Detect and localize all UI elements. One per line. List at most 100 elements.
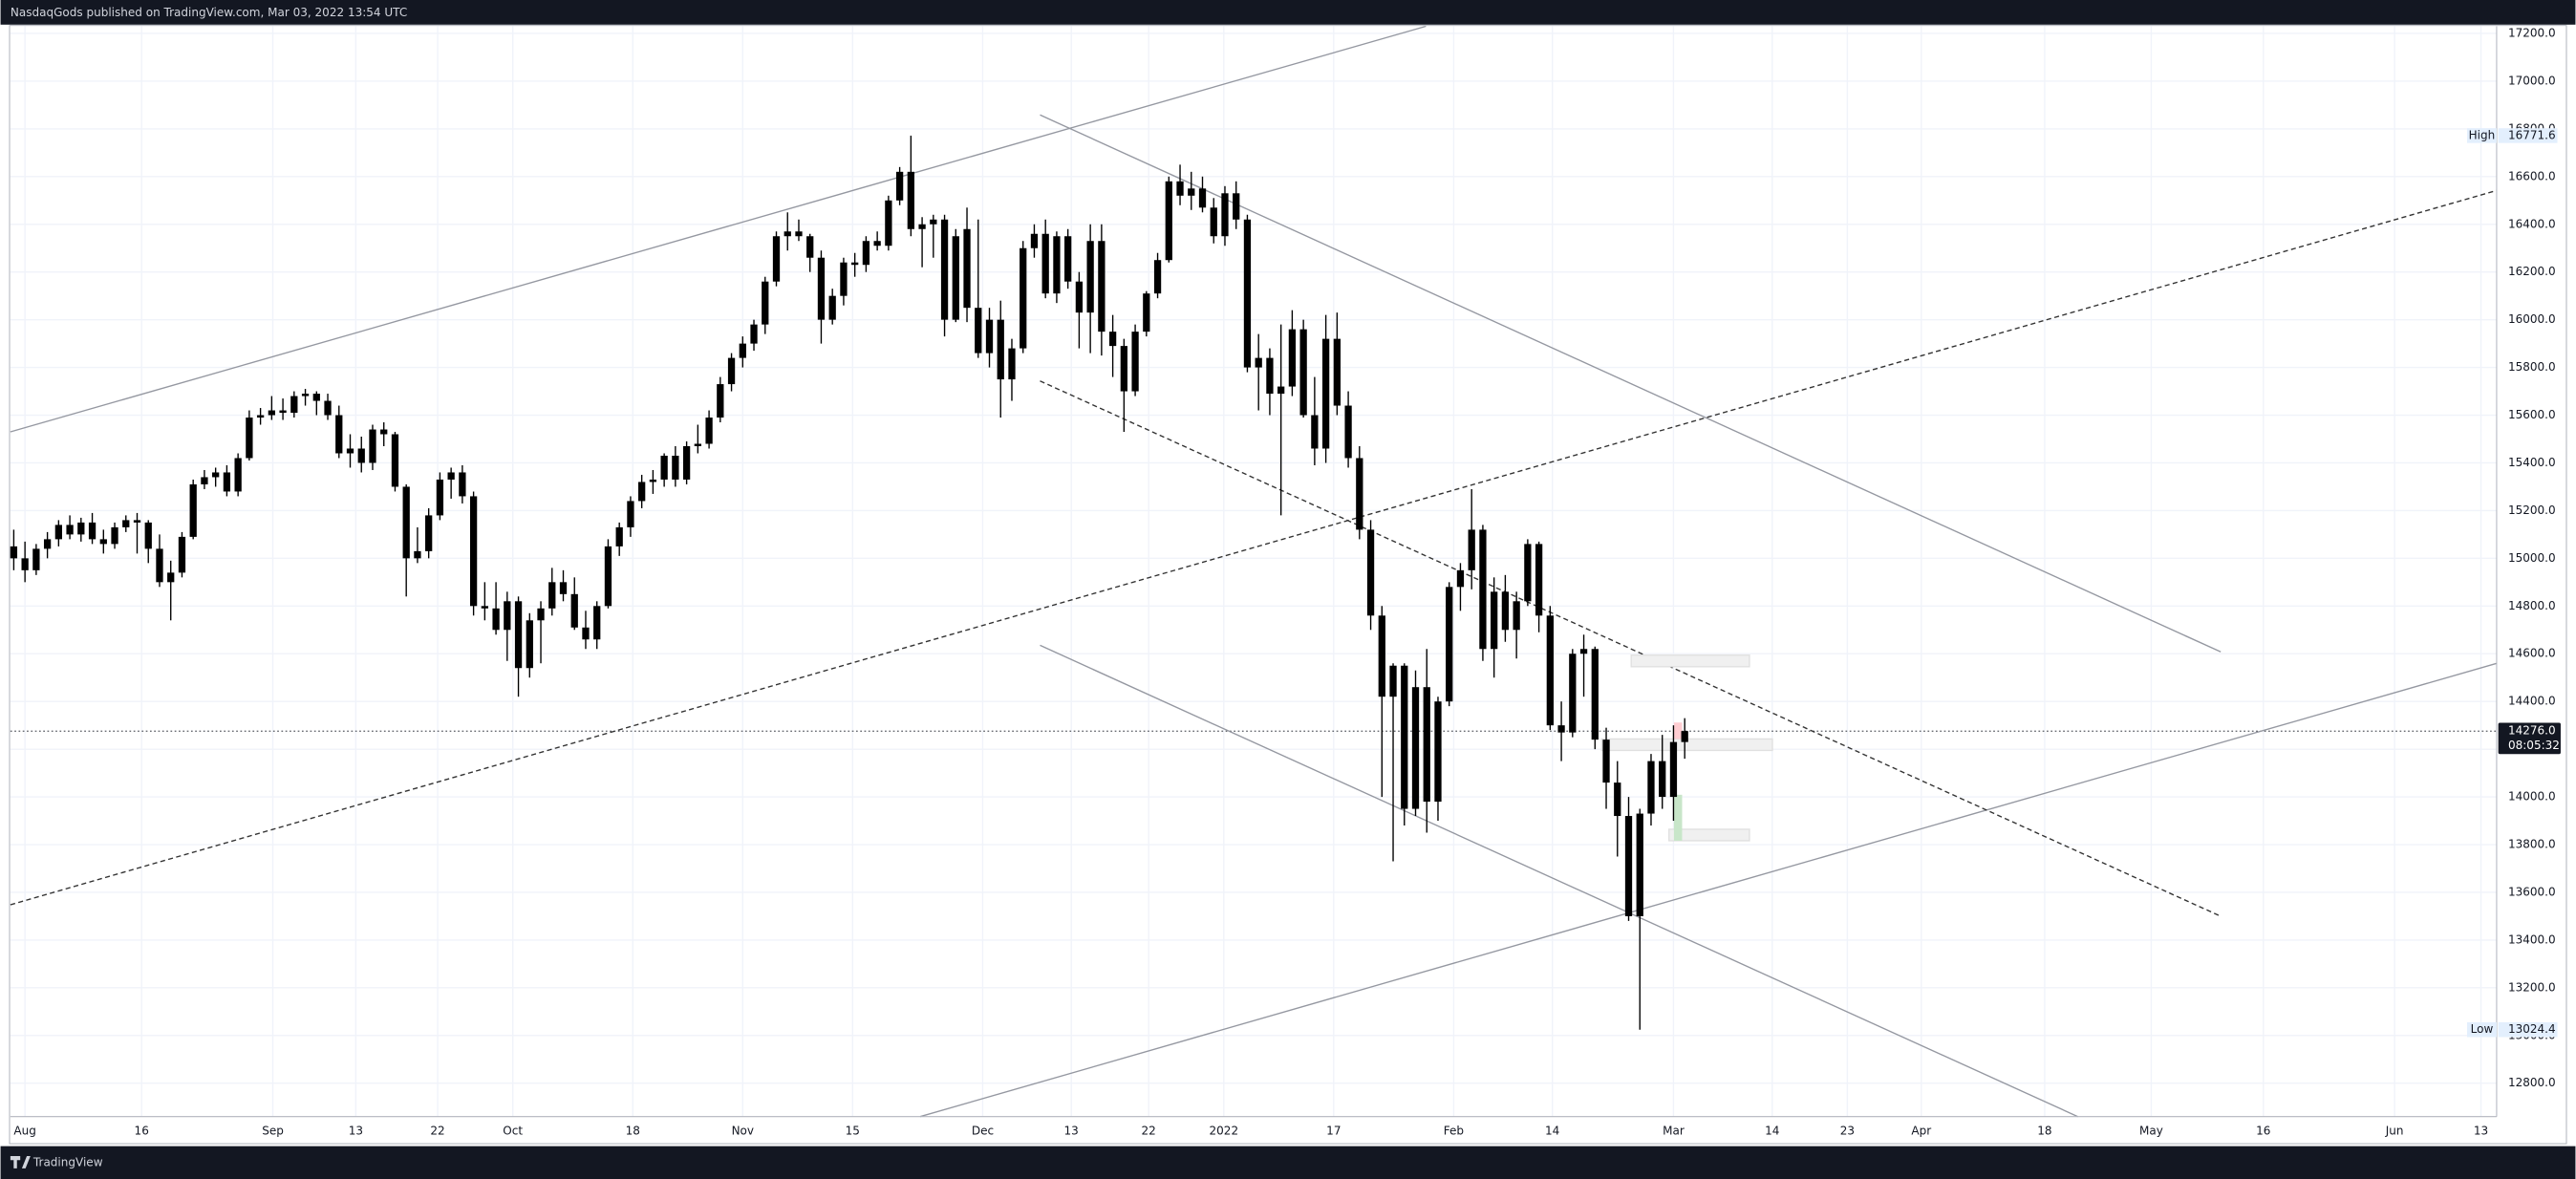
drawings <box>10 25 2498 1118</box>
candle-body <box>537 608 545 621</box>
candle-body <box>593 606 601 640</box>
y-tick-label: 15200.0 <box>2508 504 2556 517</box>
candle-body <box>1378 615 1385 697</box>
candle-body <box>1524 544 1532 602</box>
candle-body <box>1255 357 1262 368</box>
candle-body <box>369 429 376 463</box>
candle-body <box>1479 529 1487 650</box>
x-tick-label: 18 <box>626 1125 640 1138</box>
axes: 12800.013000.013200.013400.013600.013800… <box>9 25 2567 1145</box>
candle-body <box>559 582 568 594</box>
candle-body <box>178 536 186 573</box>
x-tick-label: Nov <box>732 1125 754 1138</box>
candle-body <box>739 343 746 358</box>
header-bg <box>0 0 2576 25</box>
candle-body <box>189 483 197 537</box>
candle-body <box>762 281 769 325</box>
candle-body <box>873 241 881 247</box>
y-tick-label: 14400.0 <box>2508 695 2556 708</box>
candle-body <box>952 236 959 320</box>
candle-body <box>111 526 118 545</box>
candle-body <box>582 627 590 640</box>
candle-body <box>851 262 859 266</box>
candle-body <box>963 228 971 309</box>
candle-body <box>43 539 52 549</box>
candle-body <box>1446 587 1453 702</box>
candle-body <box>1020 247 1027 349</box>
footer-bg <box>0 1146 2576 1179</box>
dashed-trend-line <box>1040 380 2222 917</box>
candle-body <box>1041 233 1049 294</box>
x-tick-label: 17 <box>1326 1125 1341 1138</box>
candle-body <box>10 546 18 559</box>
candle-body <box>1434 701 1442 803</box>
x-tick-label: May <box>2139 1125 2163 1138</box>
x-tick-label: 14 <box>1765 1125 1779 1138</box>
candle-body <box>604 546 612 607</box>
candle-body <box>414 550 421 559</box>
candle-body <box>77 522 85 535</box>
candle-body <box>1233 193 1240 220</box>
y-tick-label: 15000.0 <box>2508 551 2556 565</box>
candle-body <box>1411 687 1420 809</box>
candle-body <box>481 606 488 609</box>
candle-body <box>21 558 29 570</box>
trend-line <box>1040 114 2222 653</box>
y-tick-label: 16600.0 <box>2508 169 2556 182</box>
candle-body <box>1636 813 1643 916</box>
x-tick-label: 18 <box>2037 1125 2051 1138</box>
candle-body <box>1659 761 1666 798</box>
candle-body <box>930 219 937 225</box>
candle-body <box>514 601 523 669</box>
countdown-label: 08:05:32 <box>2508 739 2560 752</box>
x-tick-label: 23 <box>1840 1125 1855 1138</box>
candle-body <box>862 241 870 266</box>
candle-body <box>638 482 646 502</box>
y-tick-label: 15400.0 <box>2508 456 2556 469</box>
candle-body <box>357 448 365 463</box>
candle-body <box>301 394 310 397</box>
candle-body <box>335 415 343 454</box>
x-tick-label: 2022 <box>1210 1125 1239 1138</box>
candle-body <box>133 520 141 523</box>
candle-body <box>1198 188 1207 208</box>
candle-body <box>1086 241 1094 313</box>
candle-body <box>1535 544 1543 616</box>
x-tick-label: Feb <box>1444 1125 1464 1138</box>
candle-body <box>985 319 994 354</box>
candle-body <box>425 515 433 551</box>
frame <box>9 25 2567 1145</box>
candle-body <box>1143 293 1150 332</box>
high-value: 16771.6 <box>2508 128 2556 141</box>
candle-body <box>1030 233 1039 248</box>
candle-body <box>1456 569 1465 588</box>
y-tick-label: 14800.0 <box>2508 599 2556 612</box>
candle-body <box>1321 338 1330 449</box>
candle-body <box>256 415 265 418</box>
candle-body <box>1120 346 1127 392</box>
candle-body <box>750 324 758 344</box>
candle-body <box>1098 241 1106 332</box>
candle-body <box>279 410 287 414</box>
candle-body <box>504 601 511 631</box>
y-tick-label: 14000.0 <box>2508 790 2556 804</box>
x-tick-label: Apr <box>1911 1125 1931 1138</box>
candle-body <box>447 472 455 480</box>
candle-body <box>1401 665 1408 809</box>
candle-body <box>1602 740 1610 783</box>
candle-body <box>940 219 949 320</box>
candle-body <box>907 171 914 229</box>
candle-body <box>492 608 500 631</box>
x-tick-label: 16 <box>2256 1125 2270 1138</box>
candle-body <box>660 455 668 480</box>
y-tick-label: 16000.0 <box>2508 312 2556 326</box>
candle-body <box>1108 332 1117 347</box>
candles <box>10 135 1688 1030</box>
y-tick-label: 15800.0 <box>2508 360 2556 374</box>
high-tag-box <box>2467 128 2497 143</box>
candle-body <box>1557 725 1565 733</box>
candle-body <box>627 501 634 527</box>
candle-body <box>1221 193 1229 237</box>
trend-line <box>10 25 1427 433</box>
